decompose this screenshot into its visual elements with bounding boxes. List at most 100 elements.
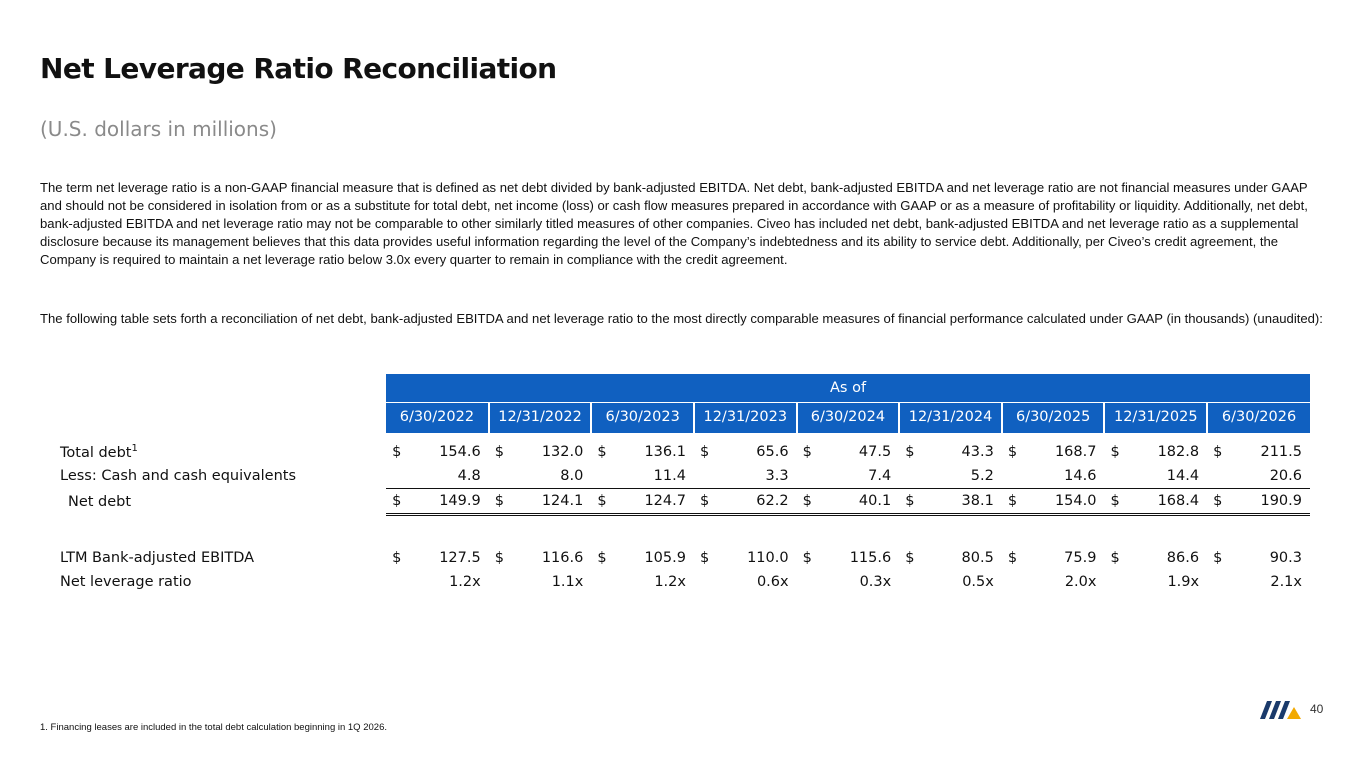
row-label-text: Net debt — [68, 493, 132, 510]
currency-symbol — [796, 464, 811, 489]
row-label: Less: Cash and cash equivalents — [54, 464, 386, 489]
row-label: Total debt1 — [54, 434, 386, 464]
footnote: 1. Financing leases are included in the … — [40, 722, 387, 733]
column-header-date: 12/31/2022 — [487, 402, 592, 432]
currency-symbol: $ — [591, 488, 607, 516]
column-header-date: 6/30/2022 — [386, 402, 489, 432]
table-cell-value: 2.0x — [1064, 574, 1097, 590]
table-cell-value: 182.8 — [1157, 444, 1200, 460]
column-header-date: 6/30/2026 — [1206, 402, 1310, 432]
table-cell-value: 1.9x — [1167, 574, 1200, 590]
table-cell-value: 124.7 — [605, 488, 694, 516]
table-cell-value: 75.9 — [1064, 550, 1097, 566]
currency-symbol: $ — [494, 444, 504, 460]
table-row: Net leverage ratio 1.2x 1.1x 1.2x 0.6x 0.3x 0.… — [54, 570, 1310, 594]
row-label-text: LTM Bank-adjusted EBITDA — [60, 550, 255, 566]
column-header-underline — [591, 431, 694, 434]
currency-symbol: $ — [802, 444, 812, 460]
column-header-underline — [1001, 431, 1105, 434]
table-row: LTM Bank-adjusted EBITDA $127.5 $116.6 $105… — [54, 546, 1310, 570]
table-header-dates-row: 6/30/2022 12/31/2022 6/30/2023 12/31/2023 6/… — [54, 402, 1310, 432]
table-spacer-cell — [54, 515, 1310, 547]
table-row: Total debt1 $154.6 $132.0 $136.1 $65.6 $47.5 $… — [54, 434, 1310, 464]
table-cell-value: 7.4 — [810, 464, 900, 489]
row-label-text: Net leverage ratio — [60, 574, 192, 590]
column-header-date: 12/31/2024 — [898, 402, 1002, 432]
currency-symbol — [899, 464, 914, 489]
currency-symbol: $ — [699, 444, 710, 460]
currency-symbol: $ — [392, 550, 402, 566]
table-cell-value: 65.6 — [756, 444, 789, 460]
footnote-marker: 1 — [131, 443, 138, 454]
currency-symbol: $ — [1104, 488, 1120, 516]
row-label-text: Less: Cash and cash equivalents — [60, 468, 297, 485]
currency-symbol: $ — [488, 488, 504, 516]
company-logo-icon — [1260, 701, 1301, 719]
currency-symbol — [1001, 464, 1016, 489]
currency-symbol: $ — [1110, 444, 1120, 460]
currency-symbol: $ — [899, 488, 914, 516]
table-header-blank — [54, 374, 387, 403]
intro-paragraph: The term net leverage ratio is a non-GAA… — [40, 180, 1308, 267]
currency-symbol — [693, 464, 709, 489]
table-cell-value: 43.3 — [961, 444, 994, 460]
column-header-date: 12/31/2023 — [692, 402, 797, 432]
currency-symbol: $ — [494, 550, 504, 566]
table-cell-value: 0.6x — [756, 574, 789, 590]
table-cell-value: 211.5 — [1260, 444, 1302, 460]
currency-symbol: $ — [386, 488, 401, 516]
currency-symbol: $ — [905, 444, 915, 460]
row-label: LTM Bank-adjusted EBITDA — [54, 546, 386, 570]
table-cell-value: 105.9 — [644, 550, 686, 566]
table-cell-value: 116.6 — [541, 550, 584, 566]
reconciliation-table: As of 6/30/2022 12/31/2022 6/30/2023 12/31/2… — [54, 374, 1310, 594]
currency-symbol: $ — [1213, 550, 1223, 566]
currency-symbol: $ — [392, 444, 402, 460]
currency-symbol — [386, 570, 400, 594]
column-header-date: 12/31/2025 — [1103, 402, 1208, 432]
currency-symbol: $ — [1110, 550, 1120, 566]
currency-symbol: $ — [597, 550, 607, 566]
currency-symbol: $ — [1213, 444, 1223, 460]
currency-symbol — [1207, 570, 1221, 594]
currency-symbol: $ — [1207, 488, 1222, 516]
currency-symbol: $ — [1007, 444, 1018, 460]
table-spacer-row — [54, 515, 1310, 547]
currency-symbol: $ — [796, 488, 812, 516]
table-cell-value: 1.2x — [449, 574, 481, 590]
currency-symbol — [797, 570, 811, 594]
table-cell-value: 2.1x — [1270, 574, 1302, 590]
column-header-underline — [1104, 431, 1208, 434]
currency-symbol — [1104, 570, 1118, 594]
column-header-date: 6/30/2023 — [590, 402, 694, 432]
table-cell-value: 0.5x — [962, 574, 994, 590]
column-header-underline — [386, 431, 489, 434]
page-title: Net Leverage Ratio Reconciliation — [40, 52, 557, 85]
table-cell-value: 11.4 — [605, 464, 694, 489]
currency-symbol: $ — [905, 550, 915, 566]
table-cell-value: 62.2 — [708, 488, 797, 516]
row-label: Net debt — [54, 489, 386, 515]
column-header-date: 6/30/2024 — [795, 402, 900, 432]
column-header-underline — [488, 431, 592, 434]
table-cell-value: 110.0 — [747, 550, 789, 566]
table-cell-value: 4.8 — [400, 464, 489, 489]
currency-symbol: $ — [802, 550, 812, 566]
table-cell-value: 168.4 — [1118, 488, 1208, 516]
table-cell-value: 0.3x — [859, 574, 892, 590]
column-header-date: 6/30/2025 — [1000, 402, 1105, 432]
column-header-underline — [899, 431, 1002, 434]
table-cell-value: 168.7 — [1054, 444, 1097, 460]
currency-symbol — [1104, 464, 1119, 489]
table-cell-value: 190.9 — [1221, 488, 1310, 516]
currency-symbol — [694, 570, 708, 594]
table-cell-value: 90.3 — [1269, 550, 1302, 566]
currency-symbol: $ — [1001, 488, 1017, 516]
table-header-blank — [54, 402, 387, 432]
table-description-paragraph: The following table sets forth a reconci… — [40, 311, 1323, 326]
currency-symbol — [591, 464, 606, 489]
table-header-group-row: As of — [54, 374, 1310, 403]
table-header-underline — [54, 431, 1310, 434]
currency-symbol: $ — [597, 444, 607, 460]
table-cell-value: 127.5 — [439, 550, 481, 566]
